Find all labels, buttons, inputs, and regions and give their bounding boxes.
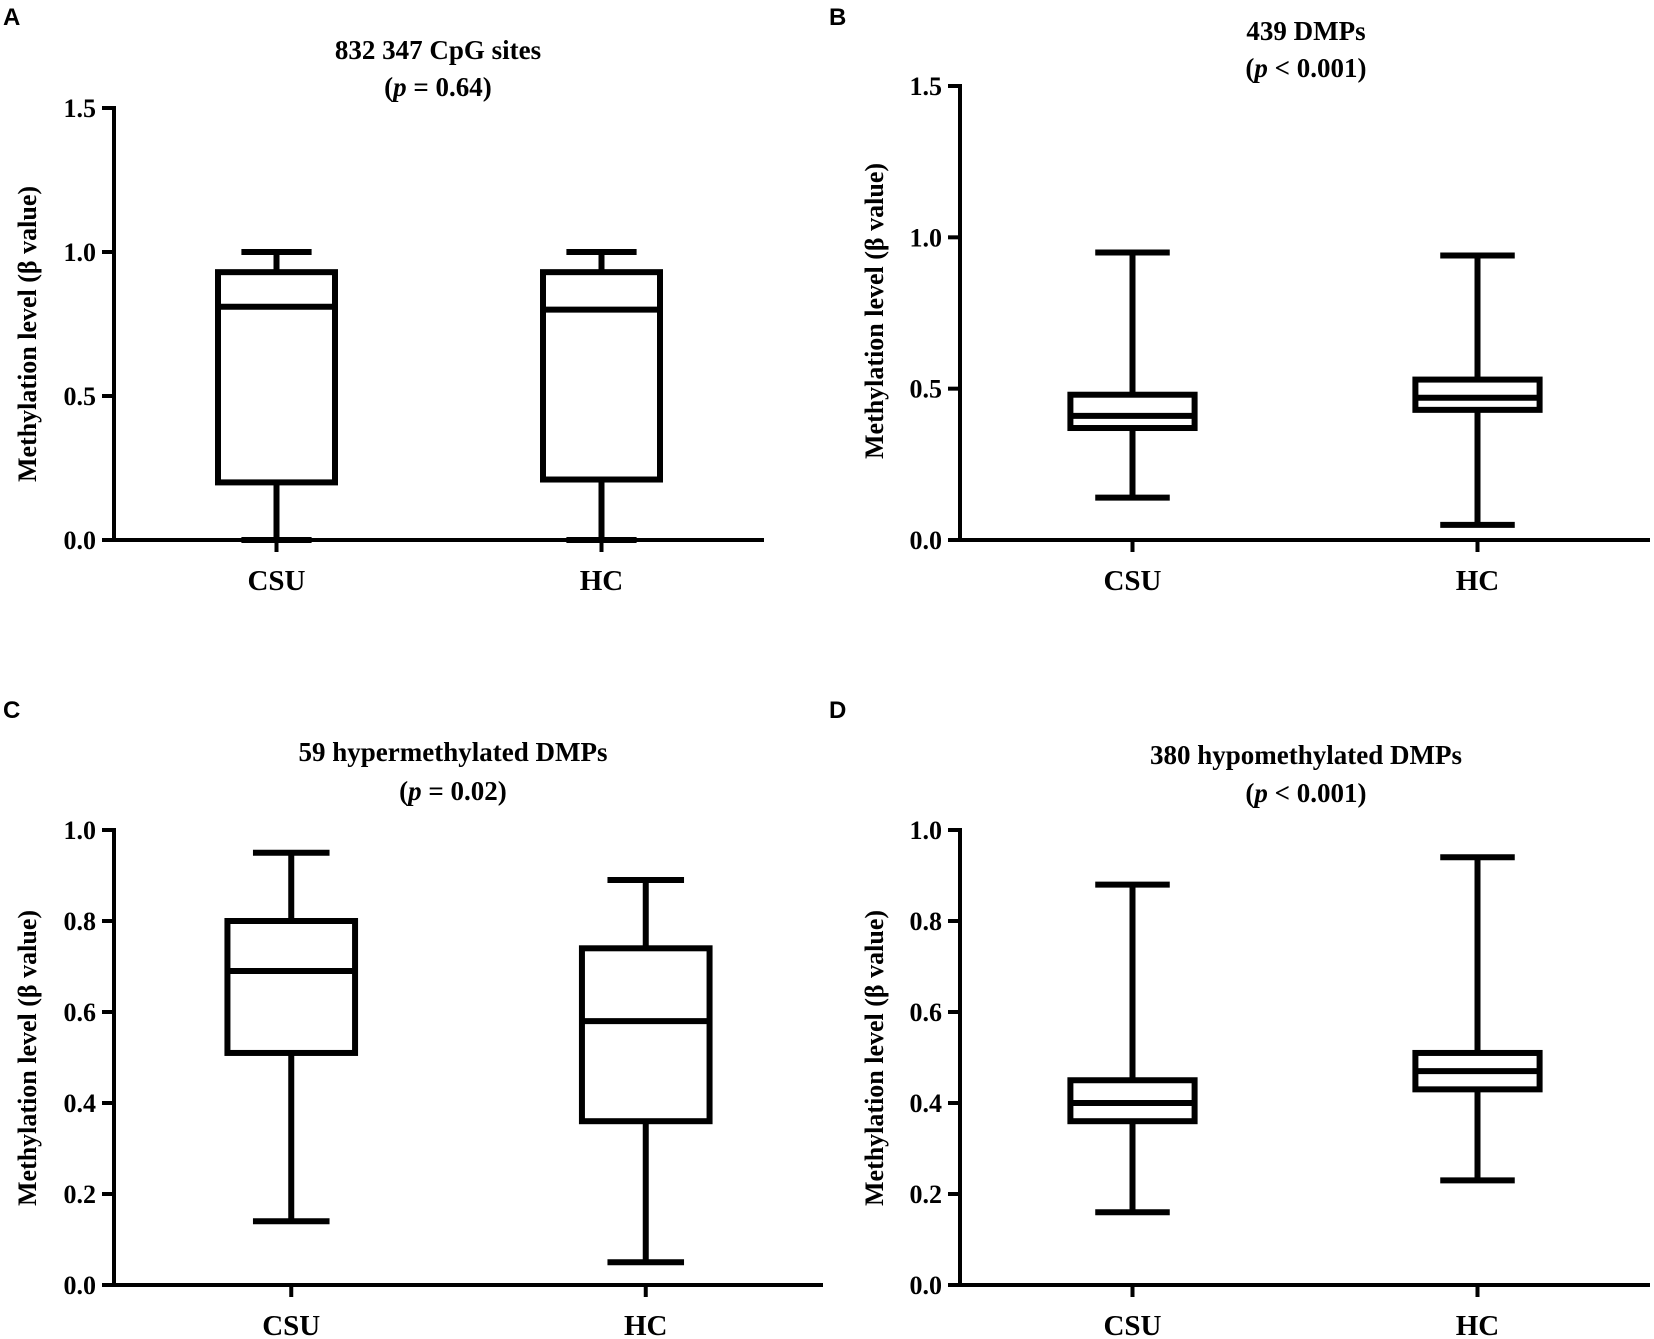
panel-letter-a: A [3,4,20,31]
panel-a-y-axis-label: Methylation level (β value) [13,186,42,482]
panel-b: B 439 DMPs (p < 0.001) Methylation level… [829,4,1650,597]
panel-c: C 59 hypermethylated DMPs (p = 0.02) Met… [3,697,823,1339]
panel-a: A 832 347 CpG sites (p = 0.64) Methylati… [3,4,764,597]
panel-a-y-tick-label: 1.5 [64,94,97,123]
panel-a-x-tick-label: CSU [247,565,305,597]
panel-d-y-axis-label: Methylation level (β value) [860,910,889,1206]
panel-letter-c: C [3,697,20,724]
panel-b-y-tick-label: 1.0 [910,223,943,252]
panel-a-box-hc [540,249,663,543]
panel-c-box-csu [224,849,359,1225]
panel-c-y-tick-label: 0.0 [64,1271,97,1300]
panel-a-box-csu [215,249,338,543]
panel-d-box-csu [1067,881,1198,1216]
panel-c-y-tick-label: 0.8 [64,907,97,936]
panel-d-x-tick-label: CSU [1103,1310,1161,1339]
panel-b-y-tick-label: 0.5 [910,375,943,404]
panel-d-y-tick-label: 1.0 [910,816,943,845]
panel-c-x-tick-label: HC [624,1310,668,1339]
panel-b-plot-area: 0.0 0.5 1.0 1.5 CSU HC [910,72,1650,597]
iqr-box [540,269,663,483]
panel-b-title: 439 DMPs [1246,16,1365,46]
panel-c-y-tick-label: 1.0 [64,816,97,845]
iqr-box [1067,391,1198,432]
panel-b-x-tick-label: CSU [1103,565,1161,597]
panel-c-pvalue: (p = 0.02) [399,776,507,806]
panel-b-y-tick-label: 1.5 [910,72,943,101]
panel-b-x-tick-label: HC [1456,565,1500,597]
panel-d-x-tick-label: HC [1456,1310,1500,1339]
panel-d-y-tick-label: 0.2 [910,1180,943,1209]
panel-d-title: 380 hypomethylated DMPs [1150,740,1462,770]
iqr-box [224,918,359,1056]
panel-a-pvalue: (p = 0.64) [384,72,492,102]
panel-c-title: 59 hypermethylated DMPs [299,737,608,767]
panel-b-box-hc [1412,252,1543,528]
panel-letter-b: B [829,4,846,31]
panel-d-box-hc [1412,854,1543,1184]
panel-d-plot-area: 0.0 0.2 0.4 0.6 0.8 1.0 CSU HC [910,816,1650,1339]
panel-a-y-tick-label: 0.0 [64,526,97,555]
panel-c-y-axis-label: Methylation level (β value) [13,910,42,1206]
panel-d-y-tick-label: 0.4 [910,1089,943,1118]
panel-letter-d: D [829,697,846,724]
iqr-box [215,269,338,486]
panel-a-x-tick-label: HC [580,565,624,597]
panel-c-plot-area: 0.0 0.2 0.4 0.6 0.8 1.0 CSU HC [64,816,823,1339]
panel-c-y-tick-label: 0.2 [64,1180,97,1209]
panel-a-y-tick-label: 1.0 [64,238,97,267]
panel-c-y-tick-label: 0.4 [64,1089,97,1118]
iqr-box [1412,376,1543,413]
panel-d: D 380 hypomethylated DMPs (p < 0.001) Me… [829,697,1650,1339]
panel-b-y-tick-label: 0.0 [910,526,943,555]
panel-c-box-hc [578,877,713,1266]
panel-d-y-tick-label: 0.8 [910,907,943,936]
panel-c-x-tick-label: CSU [262,1310,320,1339]
panel-b-y-axis-label: Methylation level (β value) [860,163,889,459]
panel-a-y-tick-label: 0.5 [64,382,97,411]
panel-b-box-csu [1067,249,1198,501]
panel-c-y-tick-label: 0.6 [64,998,97,1027]
panel-a-plot-area: 0.0 0.5 1.0 1.5 CSU HC [64,94,764,597]
panel-a-title: 832 347 CpG sites [335,35,541,65]
panel-d-pvalue: (p < 0.001) [1245,778,1366,808]
panel-b-pvalue: (p < 0.001) [1245,53,1366,83]
iqr-box [578,945,713,1125]
panel-d-y-tick-label: 0.6 [910,998,943,1027]
panel-d-y-tick-label: 0.0 [910,1271,943,1300]
